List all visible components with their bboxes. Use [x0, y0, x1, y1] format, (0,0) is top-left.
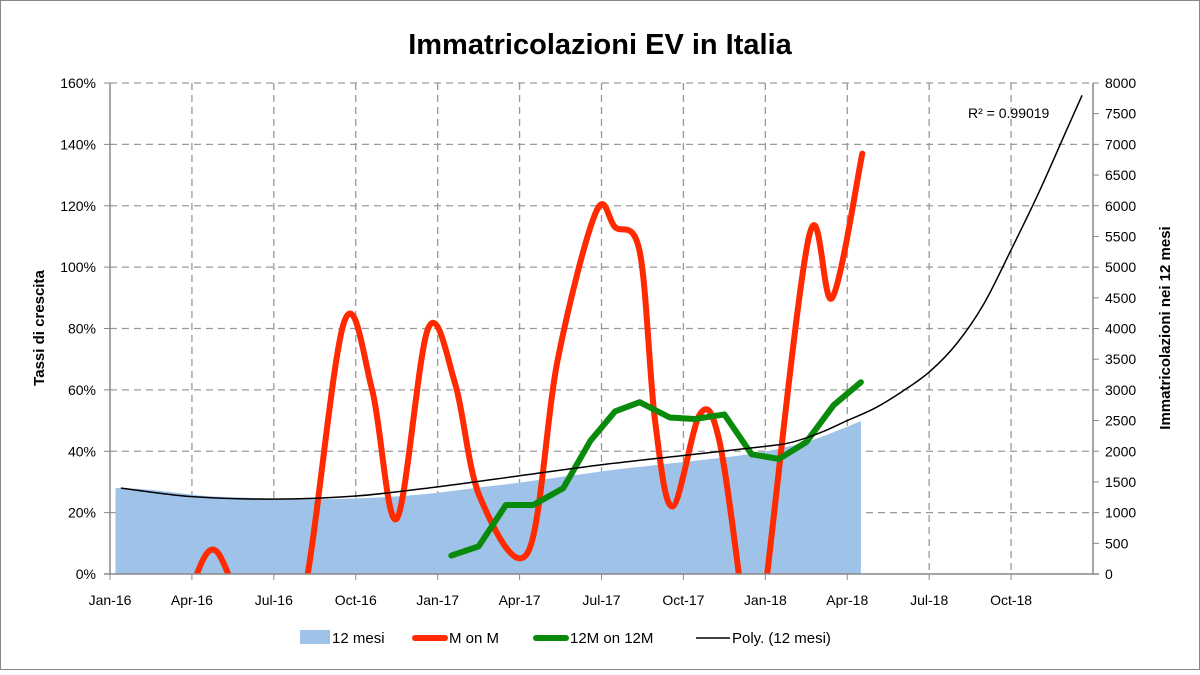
y-tick-label: 140% [60, 136, 96, 152]
legend-item: 12 mesi [300, 630, 385, 647]
tick-labels: 0% 20% 40% 60% 80% 100% 120% 140% 160% 0 500 1000 15… [60, 75, 1136, 608]
y2-tick-label: 1500 [1105, 474, 1136, 490]
legend-swatch-area [300, 630, 330, 644]
legend-label: 12M on 12M [570, 630, 653, 647]
x-tick-label: Jul-16 [255, 592, 293, 608]
y2-tick-label: 7000 [1105, 136, 1136, 152]
r-squared-annotation: R² = 0.99019 [968, 105, 1050, 121]
x-tick-label: Apr-16 [171, 592, 213, 608]
line-12m-on-12m [448, 379, 864, 559]
x-tick-label: Jul-17 [582, 592, 620, 608]
y2-tick-label: 8000 [1105, 75, 1136, 91]
x-tick-label: Jan-17 [416, 592, 459, 608]
y-tick-label: 0% [76, 566, 96, 582]
y2-tick-label: 1000 [1105, 505, 1136, 521]
y2-axis-title: Immatricolazioni nei 12 mesi [1157, 226, 1174, 429]
y-tick-label: 60% [68, 382, 96, 398]
legend-label: Poly. (12 mesi) [732, 630, 831, 647]
legend-item: Poly. (12 mesi) [696, 630, 831, 647]
y-axis-title: Tassi di crescita [31, 270, 48, 386]
y2-tick-label: 500 [1105, 535, 1129, 551]
x-tick-label: Oct-18 [990, 592, 1032, 608]
y2-tick-label: 7500 [1105, 106, 1136, 122]
area-12-mesi [115, 421, 861, 574]
y2-tick-label: 0 [1105, 566, 1113, 582]
y-tick-label: 20% [68, 505, 96, 521]
y2-tick-label: 3500 [1105, 351, 1136, 367]
legend-label: 12 mesi [332, 630, 385, 647]
x-tick-label: Apr-18 [826, 592, 868, 608]
chart-title: Immatricolazioni EV in Italia [408, 29, 792, 61]
x-tick-label: Jan-18 [744, 592, 787, 608]
axes [104, 82, 1099, 580]
x-tick-label: Oct-16 [335, 592, 377, 608]
y2-tick-label: 3000 [1105, 382, 1136, 398]
y2-tick-label: 4500 [1105, 290, 1136, 306]
y-tick-label: 120% [60, 198, 96, 214]
y2-tick-label: 2000 [1105, 443, 1136, 459]
y-tick-label: 160% [60, 75, 96, 91]
legend: 12 mesi M on M 12M on 12M Poly. (12 mesi) [300, 630, 831, 647]
y-tick-label: 80% [68, 321, 96, 337]
y2-tick-label: 5500 [1105, 228, 1136, 244]
y-tick-label: 100% [60, 259, 96, 275]
line-series [120, 94, 1083, 574]
line-m-on-m [193, 150, 866, 574]
y2-tick-label: 4000 [1105, 321, 1136, 337]
y2-tick-label: 6000 [1105, 198, 1136, 214]
area-series-12-mesi [115, 421, 861, 574]
x-tick-label: Oct-17 [662, 592, 704, 608]
y-tick-label: 40% [68, 443, 96, 459]
legend-item: 12M on 12M [533, 630, 653, 647]
x-tick-label: Apr-17 [499, 592, 541, 608]
y2-tick-label: 5000 [1105, 259, 1136, 275]
legend-item: M on M [412, 630, 499, 647]
legend-label: M on M [449, 630, 499, 647]
trendline-poly-12-mesi [120, 94, 1083, 500]
x-tick-label: Jul-18 [910, 592, 948, 608]
x-tick-label: Jan-16 [89, 592, 132, 608]
y2-tick-label: 6500 [1105, 167, 1136, 183]
y2-tick-label: 2500 [1105, 413, 1136, 429]
